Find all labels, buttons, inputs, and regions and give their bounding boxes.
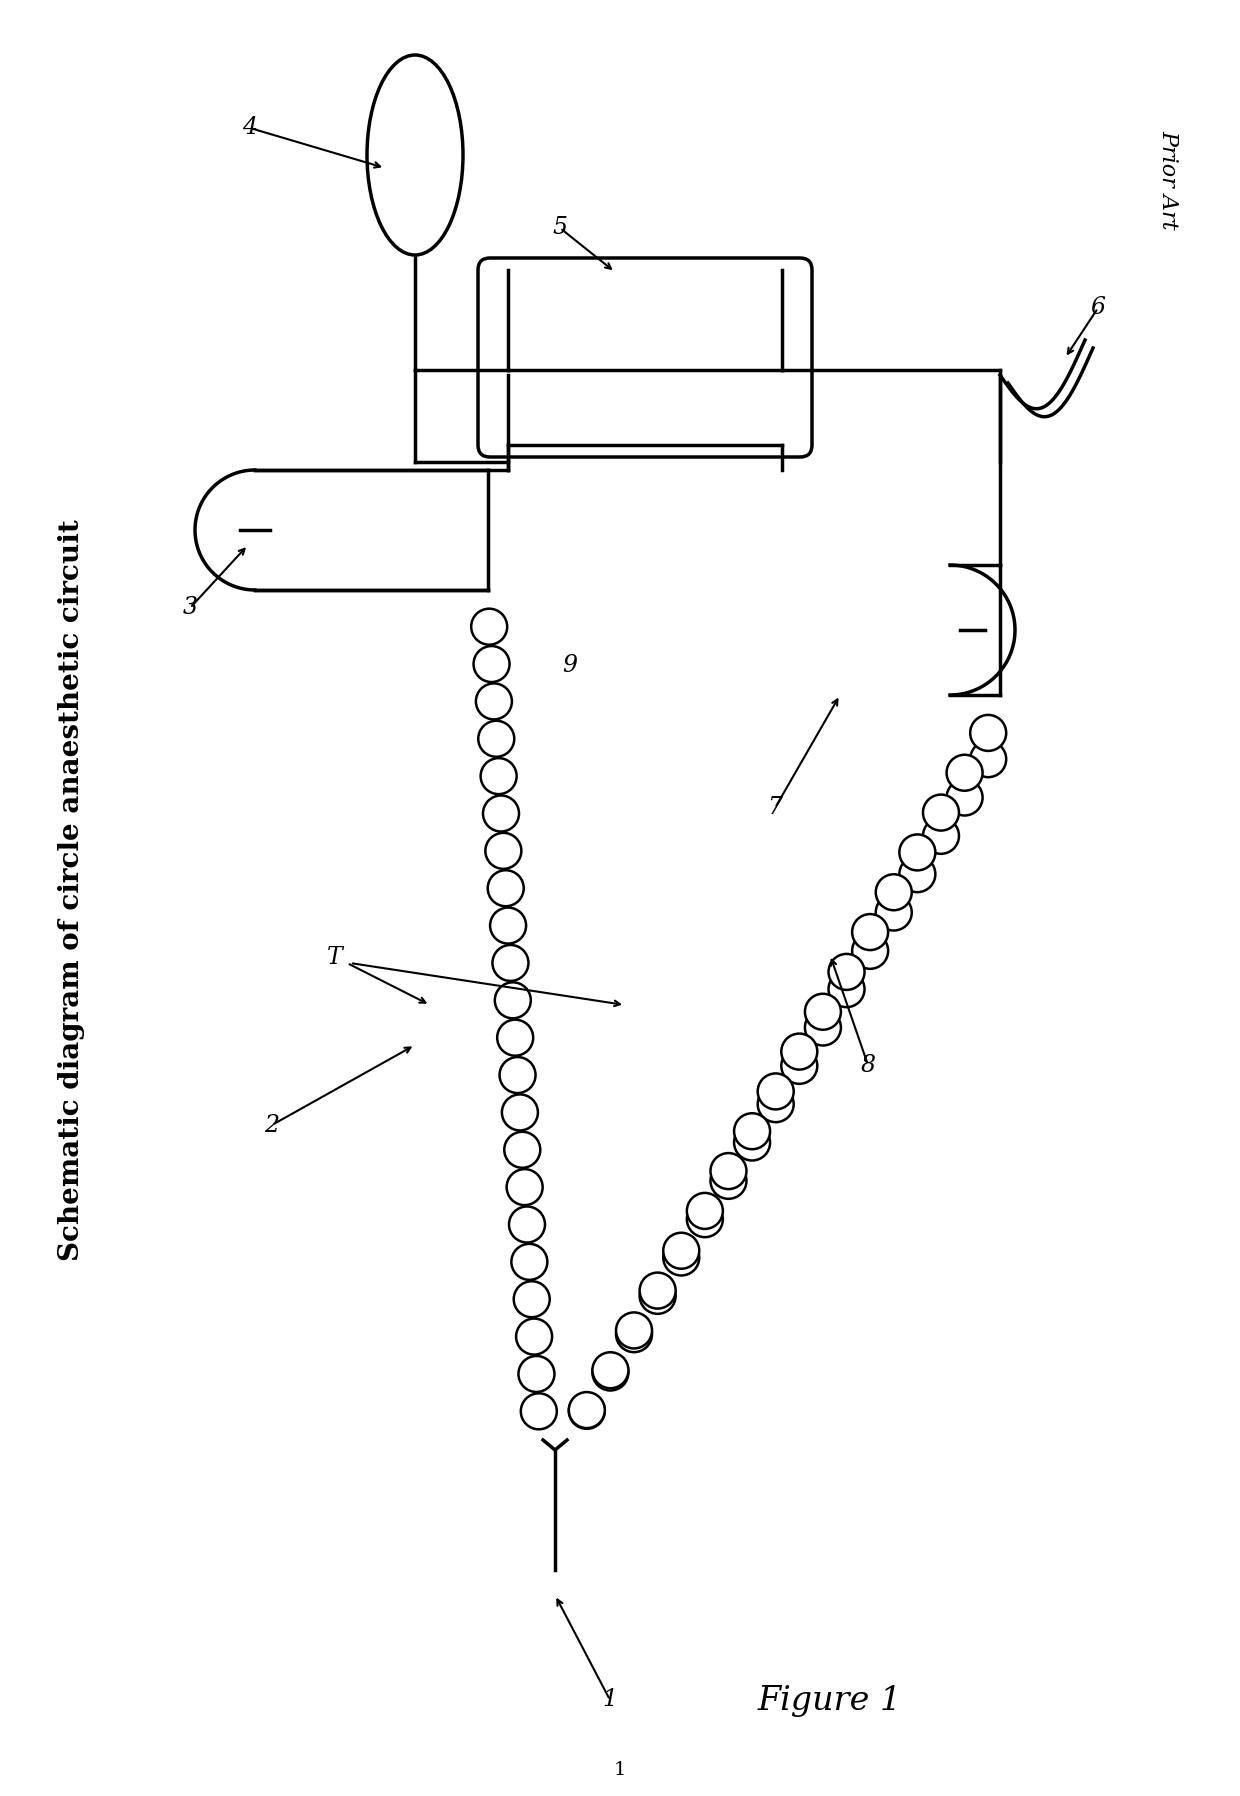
Text: 5: 5 xyxy=(553,217,568,239)
Circle shape xyxy=(471,609,507,645)
Circle shape xyxy=(852,914,888,950)
Text: 3: 3 xyxy=(182,596,197,620)
Circle shape xyxy=(805,1009,841,1045)
Ellipse shape xyxy=(367,56,463,255)
Text: 7: 7 xyxy=(768,796,782,819)
Circle shape xyxy=(484,796,520,832)
Circle shape xyxy=(497,1020,533,1056)
Circle shape xyxy=(474,647,510,682)
Circle shape xyxy=(923,817,959,853)
Circle shape xyxy=(616,1313,652,1349)
Circle shape xyxy=(923,794,959,830)
Text: 6: 6 xyxy=(1090,296,1106,320)
Circle shape xyxy=(758,1074,794,1110)
Circle shape xyxy=(490,907,526,943)
Circle shape xyxy=(687,1193,723,1228)
Circle shape xyxy=(758,1087,794,1122)
Circle shape xyxy=(516,1318,552,1354)
Circle shape xyxy=(511,1245,547,1281)
Circle shape xyxy=(711,1153,746,1189)
Circle shape xyxy=(500,1058,536,1094)
Circle shape xyxy=(518,1356,554,1392)
Circle shape xyxy=(711,1162,746,1200)
Circle shape xyxy=(569,1394,605,1430)
Circle shape xyxy=(593,1352,629,1388)
Circle shape xyxy=(505,1131,541,1167)
Circle shape xyxy=(970,715,1006,751)
Text: 8: 8 xyxy=(861,1054,875,1076)
Circle shape xyxy=(521,1394,557,1430)
Circle shape xyxy=(640,1277,676,1315)
Circle shape xyxy=(663,1232,699,1268)
Circle shape xyxy=(828,954,864,990)
Circle shape xyxy=(828,972,864,1008)
Circle shape xyxy=(569,1392,605,1428)
Text: 4: 4 xyxy=(243,117,258,140)
Circle shape xyxy=(970,742,1006,778)
Text: 2: 2 xyxy=(264,1114,279,1137)
Circle shape xyxy=(781,1047,817,1083)
Circle shape xyxy=(663,1239,699,1275)
Text: 1: 1 xyxy=(603,1688,618,1712)
Circle shape xyxy=(593,1354,629,1390)
Circle shape xyxy=(481,758,517,794)
Circle shape xyxy=(781,1033,817,1070)
Circle shape xyxy=(487,871,523,907)
Circle shape xyxy=(485,833,521,869)
Circle shape xyxy=(734,1114,770,1149)
Circle shape xyxy=(734,1124,770,1160)
Circle shape xyxy=(946,779,982,815)
Circle shape xyxy=(687,1202,723,1237)
Text: 9: 9 xyxy=(563,654,578,677)
Circle shape xyxy=(513,1281,549,1316)
Circle shape xyxy=(875,894,911,930)
Circle shape xyxy=(899,857,935,893)
Circle shape xyxy=(805,993,841,1029)
FancyBboxPatch shape xyxy=(477,259,812,456)
Circle shape xyxy=(502,1094,538,1130)
Circle shape xyxy=(507,1169,543,1205)
Text: Schematic diagram of circle anaesthetic circuit: Schematic diagram of circle anaesthetic … xyxy=(58,519,86,1261)
Text: T: T xyxy=(327,946,343,970)
Circle shape xyxy=(479,720,515,756)
Circle shape xyxy=(946,754,982,790)
Circle shape xyxy=(616,1316,652,1352)
Circle shape xyxy=(508,1207,546,1243)
Circle shape xyxy=(852,932,888,968)
Text: Figure 1: Figure 1 xyxy=(758,1685,903,1717)
Circle shape xyxy=(640,1273,676,1309)
Circle shape xyxy=(495,982,531,1018)
Text: Prior Art: Prior Art xyxy=(1157,129,1179,230)
Circle shape xyxy=(476,684,512,720)
Text: 1: 1 xyxy=(614,1762,626,1780)
Circle shape xyxy=(899,835,935,871)
Circle shape xyxy=(875,875,911,911)
Circle shape xyxy=(492,945,528,981)
